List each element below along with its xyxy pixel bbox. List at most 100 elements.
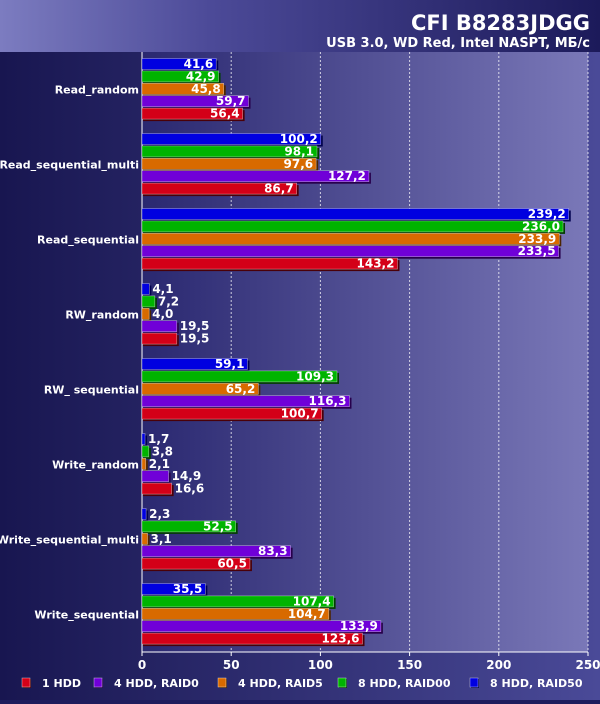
value-label-bg: [119, 509, 145, 520]
category-label: Write_sequential: [34, 609, 139, 622]
category-label: Read_sequential: [37, 234, 139, 247]
legend: 1 HDD 4 HDD, RAID0 4 HDD, RAID5 8 HDD, RAID…: [21, 677, 583, 690]
value-label: 4,1: [152, 282, 173, 296]
bar: [141, 257, 398, 270]
bar: [141, 295, 156, 308]
value-label: 3,1: [151, 532, 172, 546]
value-label: 45,8: [191, 82, 221, 96]
chart-title: CFI B8283JDGG: [411, 11, 590, 35]
bar: [141, 145, 318, 158]
bar: [141, 182, 297, 195]
value-label: 59,7: [216, 94, 246, 108]
value-label: 143,2: [357, 257, 395, 271]
value-label: 97,6: [284, 157, 314, 171]
bar: [141, 133, 322, 145]
value-label: 2,1: [149, 457, 170, 471]
bar: [141, 70, 219, 83]
value-label: 100,7: [281, 407, 319, 421]
bar: [141, 508, 147, 520]
value-label: 42,9: [186, 69, 216, 83]
bar: [141, 158, 317, 170]
value-label-bg: [142, 321, 176, 332]
category-label: Read_random: [55, 84, 139, 97]
value-label: 7,2: [158, 294, 179, 308]
value-label: 52,5: [203, 519, 233, 533]
bar: [141, 358, 248, 370]
value-label: 104,7: [288, 607, 326, 621]
bar: [141, 332, 178, 345]
category-label: Read_sequential_multi: [0, 159, 139, 172]
legend-label: 4 HDD, RAID0: [114, 677, 199, 690]
value-label: 127,2: [328, 169, 366, 183]
bar: [141, 283, 150, 295]
value-label: 107,4: [293, 594, 331, 608]
value-label: 60,5: [217, 557, 247, 571]
value-label-bg: [137, 483, 171, 494]
category-label: Write_sequential_multi: [0, 534, 139, 547]
chart-subtitle: USB 3.0, WD Red, Intel NASPT, МБ/с: [326, 36, 590, 51]
value-label: 35,5: [173, 582, 203, 596]
category-labels: Read_random Read_sequential_multi Read_seq…: [0, 84, 139, 622]
x-tick-label: 150: [397, 658, 422, 672]
value-label: 59,1: [215, 357, 245, 371]
x-tick-label: 100: [308, 658, 333, 672]
legend-swatch: [93, 677, 103, 688]
value-label: 233,9: [518, 232, 556, 246]
category-label: Write_random: [52, 459, 139, 472]
value-label: 65,2: [226, 382, 256, 396]
bar: [141, 482, 172, 495]
bar: [141, 532, 148, 545]
bar: [141, 320, 178, 333]
legend-swatch: [469, 677, 479, 688]
value-label: 56,4: [210, 107, 240, 121]
value-label: 2,3: [149, 507, 170, 521]
value-label: 233,5: [518, 244, 556, 258]
x-tick-label: 0: [138, 658, 146, 672]
value-label: 239,2: [528, 207, 566, 221]
bar: [141, 220, 564, 233]
value-label: 41,6: [184, 57, 214, 71]
bar: [141, 620, 382, 633]
value-label-bg: [142, 333, 176, 344]
bar: [141, 83, 225, 95]
legend-label: 8 HDD, RAID50: [490, 677, 583, 690]
value-label-bg: [122, 284, 148, 295]
legend-label: 8 HDD, RAID00: [358, 677, 451, 690]
bar: [141, 545, 291, 558]
value-label: 3,8: [152, 444, 173, 458]
value-label: 236,0: [522, 219, 560, 233]
value-label: 86,7: [264, 182, 294, 196]
bar: [141, 95, 249, 107]
bar: [141, 407, 322, 420]
legend-label: 4 HDD, RAID5: [238, 677, 323, 690]
bars: 41,642,945,859,756,4 100,298,197,6 127,2 86…: [118, 57, 571, 647]
bar: [141, 395, 350, 408]
value-label: 1,7: [148, 432, 169, 446]
value-label: 14,9: [172, 469, 202, 483]
legend-swatch: [217, 677, 227, 688]
legend-label: 1 HDD: [42, 677, 81, 690]
x-tick-label: 50: [223, 658, 240, 672]
value-label-bg: [118, 434, 144, 445]
value-label-bg: [134, 471, 168, 482]
title-band: [0, 0, 600, 52]
category-label: RW_random: [65, 309, 139, 322]
bar: [141, 245, 559, 257]
legend-swatch: [21, 677, 31, 688]
bar: [141, 208, 570, 220]
value-label: 16,6: [175, 482, 205, 496]
value-label: 133,9: [340, 619, 378, 633]
value-label: 116,3: [309, 394, 347, 408]
bar: [141, 58, 217, 70]
x-axis-ticks: 0 50 100 150 200 250: [138, 652, 600, 672]
bar: [141, 382, 259, 395]
value-label: 100,2: [280, 132, 318, 146]
bar: [141, 557, 251, 570]
bar: [141, 583, 206, 595]
value-label: 4,0: [152, 307, 173, 321]
bar: [141, 595, 334, 608]
bar: [141, 445, 150, 458]
value-label: 109,3: [296, 369, 334, 383]
